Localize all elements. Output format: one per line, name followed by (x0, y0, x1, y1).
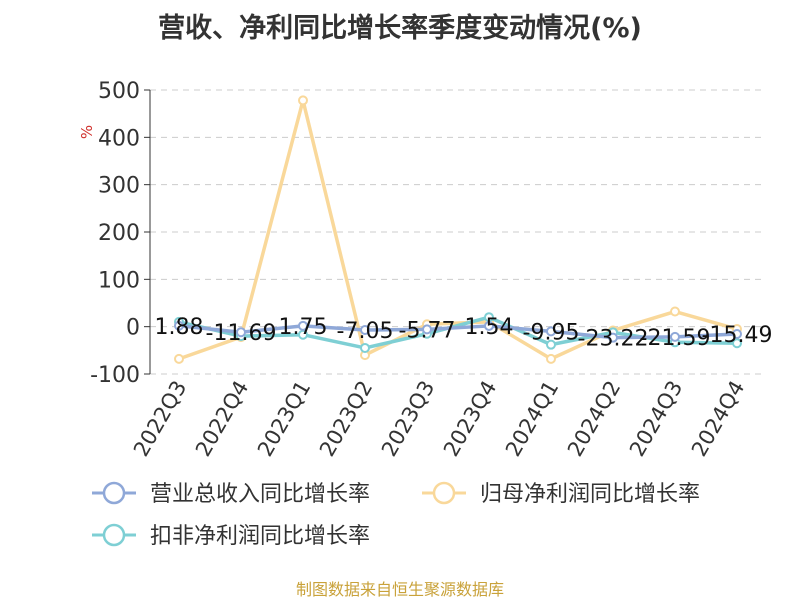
y-axis-unit: % (78, 125, 96, 139)
data-point[interactable] (546, 339, 556, 350)
grid-layer (150, 89, 765, 375)
series-line-1 (178, 98, 738, 361)
y-tick-label: 400 (98, 126, 140, 151)
x-tick-label: 2023Q1 (253, 377, 315, 461)
data-point[interactable] (608, 332, 618, 343)
data-point[interactable] (670, 306, 680, 317)
data-point[interactable] (298, 320, 308, 331)
legend-label: 营业总收入同比增长率 (150, 482, 370, 507)
data-label: -9.95 (523, 320, 580, 345)
data-point[interactable] (732, 328, 742, 339)
legend-swatch-marker (432, 481, 456, 505)
legend-item-1[interactable]: 归母净利润同比增长率 (422, 481, 700, 507)
data-point[interactable] (484, 320, 494, 331)
data-point[interactable] (360, 325, 370, 336)
data-label: -5.77 (399, 318, 456, 343)
legend-item-2[interactable]: 扣非净利润同比增长率 (92, 523, 370, 549)
data-point[interactable] (360, 342, 370, 353)
data-point[interactable] (236, 327, 246, 338)
y-tick-label: 0 (126, 316, 140, 341)
data-point[interactable] (298, 95, 308, 106)
data-label: 1.54 (465, 315, 514, 340)
x-tick-label: 2023Q2 (315, 377, 377, 461)
legend-swatch-marker (102, 481, 126, 505)
data-point[interactable] (174, 353, 184, 364)
x-tick-label: 2022Q3 (129, 377, 191, 461)
data-label-layer: 1.88 -11.69 1.75 -7.05 -5.77 1.54 -9.95-23.22-… (155, 315, 773, 352)
legend-label: 归母净利润同比增长率 (480, 482, 700, 507)
data-label: -21.59 (640, 326, 711, 351)
x-tick-label: 2024Q4 (687, 377, 749, 461)
x-tick-label: 2024Q2 (563, 377, 625, 461)
y-tick-label: 500 (98, 79, 140, 104)
data-point[interactable] (546, 353, 556, 364)
source-note: 制图数据来自恒生聚源数据库 (295, 580, 504, 599)
data-label: -23.22 (578, 327, 649, 352)
chart-title: 营收、净利同比增长率季度变动情况(%) (158, 13, 642, 44)
data-point[interactable] (422, 324, 432, 335)
x-tick-label: 2023Q4 (439, 377, 501, 461)
y-tick-label: 100 (98, 268, 140, 293)
data-point[interactable] (732, 338, 742, 349)
data-point[interactable] (174, 320, 184, 331)
y-tick-label: 200 (98, 221, 140, 246)
y-tick-label: -100 (90, 363, 140, 388)
legend-swatch-marker (102, 523, 126, 547)
y-tick-label: 300 (98, 174, 140, 199)
legend-label: 扣非净利润同比增长率 (150, 524, 370, 549)
data-label: -15.49 (702, 323, 773, 348)
data-label: -7.05 (337, 319, 394, 344)
x-tick-label: 2023Q3 (377, 377, 439, 461)
x-tick-label: 2024Q1 (501, 377, 563, 461)
data-label: -11.69 (206, 321, 277, 346)
data-label: 1.88 (155, 315, 204, 340)
data-label: 1.75 (279, 315, 328, 340)
data-point[interactable] (546, 326, 556, 337)
series-line-0 (178, 324, 738, 340)
legend-item-0[interactable]: 营业总收入同比增长率 (92, 481, 370, 507)
data-point[interactable] (670, 331, 680, 342)
series-layer (174, 95, 742, 364)
x-tick-label: 2024Q3 (625, 377, 687, 461)
x-tick-label: 2022Q4 (191, 377, 253, 461)
